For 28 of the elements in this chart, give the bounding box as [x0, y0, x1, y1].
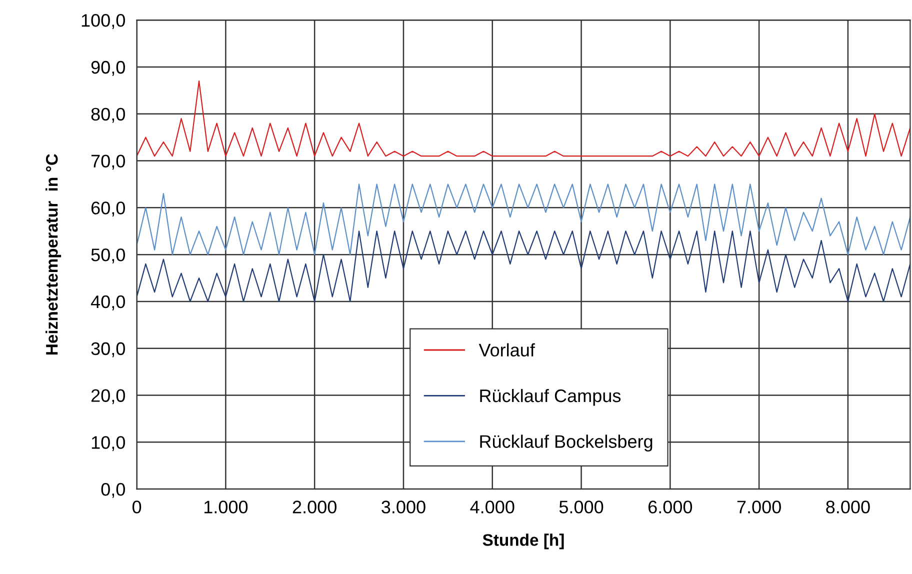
y-tick-label: 40,0 [90, 295, 125, 310]
line-series [136, 184, 910, 256]
x-tick-label: 2.000 [292, 500, 336, 514]
y-tick-label: 100,0 [82, 14, 125, 29]
x-tick-label: 0 [132, 500, 142, 514]
line-series [136, 230, 910, 302]
y-tick-label: 30,0 [91, 342, 125, 358]
y-axis-title: Heiznetztemperatur in °C [46, 154, 62, 354]
legend-label: Rücklauf Campus [480, 388, 621, 406]
y-tick-label: 0,0 [101, 482, 125, 498]
x-axis-title: Stunde [h] [482, 534, 564, 550]
legend-label: Vorlauf [478, 343, 535, 356]
y-tick-label: 90,0 [91, 60, 125, 76]
legend-label: Rücklauf Bockelsberg [480, 434, 652, 452]
x-tick-label: 6.000 [648, 500, 692, 514]
y-tick-label: 10,0 [92, 436, 125, 452]
x-tick-label: 3.000 [382, 500, 426, 514]
y-tick-label: 50,0 [91, 248, 125, 264]
x-tick-label: 7.000 [737, 500, 781, 514]
x-tick-label: 8.000 [826, 500, 870, 514]
x-tick-label: 1.000 [204, 500, 248, 514]
y-tick-label: 20,0 [91, 389, 125, 404]
y-tick-label: 60,0 [91, 202, 125, 217]
y-tick-label: 70,0 [91, 154, 125, 170]
x-tick-label: 4.000 [470, 500, 514, 514]
x-tick-label: 5.000 [559, 500, 604, 514]
y-tick-label: 80,0 [91, 108, 125, 123]
line-series [136, 80, 910, 157]
